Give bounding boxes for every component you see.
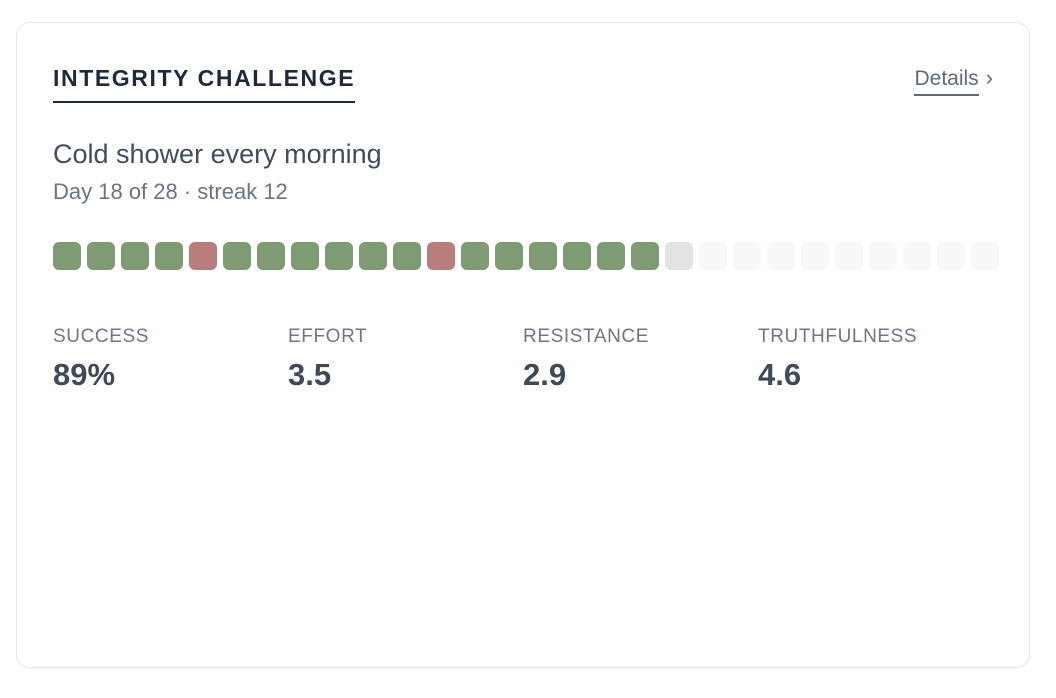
stat-value: 89% xyxy=(53,357,116,392)
card-header: INTEGRITY CHALLENGE Details › xyxy=(53,65,993,103)
stat-truthfulness: TRUTHFULNESS 4.6 xyxy=(758,326,993,393)
day-square-26-future xyxy=(903,242,931,270)
stat-label: SUCCESS xyxy=(53,326,150,347)
day-square-3-success xyxy=(121,242,149,270)
day-square-27-future xyxy=(937,242,965,270)
day-grid xyxy=(53,242,999,270)
day-square-1-success xyxy=(53,242,81,270)
day-square-6-success xyxy=(223,242,251,270)
day-square-8-success xyxy=(291,242,319,270)
day-square-17-success xyxy=(597,242,625,270)
day-square-23-future xyxy=(801,242,829,270)
day-square-21-future xyxy=(733,242,761,270)
day-square-5-fail xyxy=(189,242,217,270)
day-square-2-success xyxy=(87,242,115,270)
day-square-20-future xyxy=(699,242,727,270)
day-square-19-today xyxy=(665,242,693,270)
stat-label: TRUTHFULNESS xyxy=(758,326,918,347)
stat-resistance: RESISTANCE 2.9 xyxy=(523,326,758,393)
day-square-18-success xyxy=(631,242,659,270)
integrity-challenge-card: INTEGRITY CHALLENGE Details › Cold showe… xyxy=(16,22,1030,668)
stat-value: 4.6 xyxy=(758,357,802,392)
day-square-15-success xyxy=(529,242,557,270)
day-square-16-success xyxy=(563,242,591,270)
stats-row: SUCCESS 89% EFFORT 3.5 RESISTANCE 2.9 TR… xyxy=(53,326,993,393)
day-square-12-fail xyxy=(427,242,455,270)
details-link[interactable]: Details › xyxy=(914,67,993,96)
day-square-14-success xyxy=(495,242,523,270)
stat-value: 2.9 xyxy=(523,357,567,392)
details-link-label: Details xyxy=(914,67,979,96)
stat-label: EFFORT xyxy=(288,326,368,347)
day-square-28-future xyxy=(971,242,999,270)
day-square-25-future xyxy=(869,242,897,270)
stat-success: SUCCESS 89% xyxy=(53,326,288,393)
day-square-13-success xyxy=(461,242,489,270)
challenge-progress: Day 18 of 28 · streak 12 xyxy=(53,179,288,204)
day-square-10-success xyxy=(359,242,387,270)
stat-effort: EFFORT 3.5 xyxy=(288,326,523,393)
challenge-name: Cold shower every morning xyxy=(53,139,382,169)
card-title: INTEGRITY CHALLENGE xyxy=(53,65,356,103)
day-square-24-future xyxy=(835,242,863,270)
chevron-right-icon: › xyxy=(985,65,993,90)
day-square-4-success xyxy=(155,242,183,270)
stat-value: 3.5 xyxy=(288,357,332,392)
stat-label: RESISTANCE xyxy=(523,326,650,347)
day-square-7-success xyxy=(257,242,285,270)
day-square-11-success xyxy=(393,242,421,270)
day-square-22-future xyxy=(767,242,795,270)
day-square-9-success xyxy=(325,242,353,270)
